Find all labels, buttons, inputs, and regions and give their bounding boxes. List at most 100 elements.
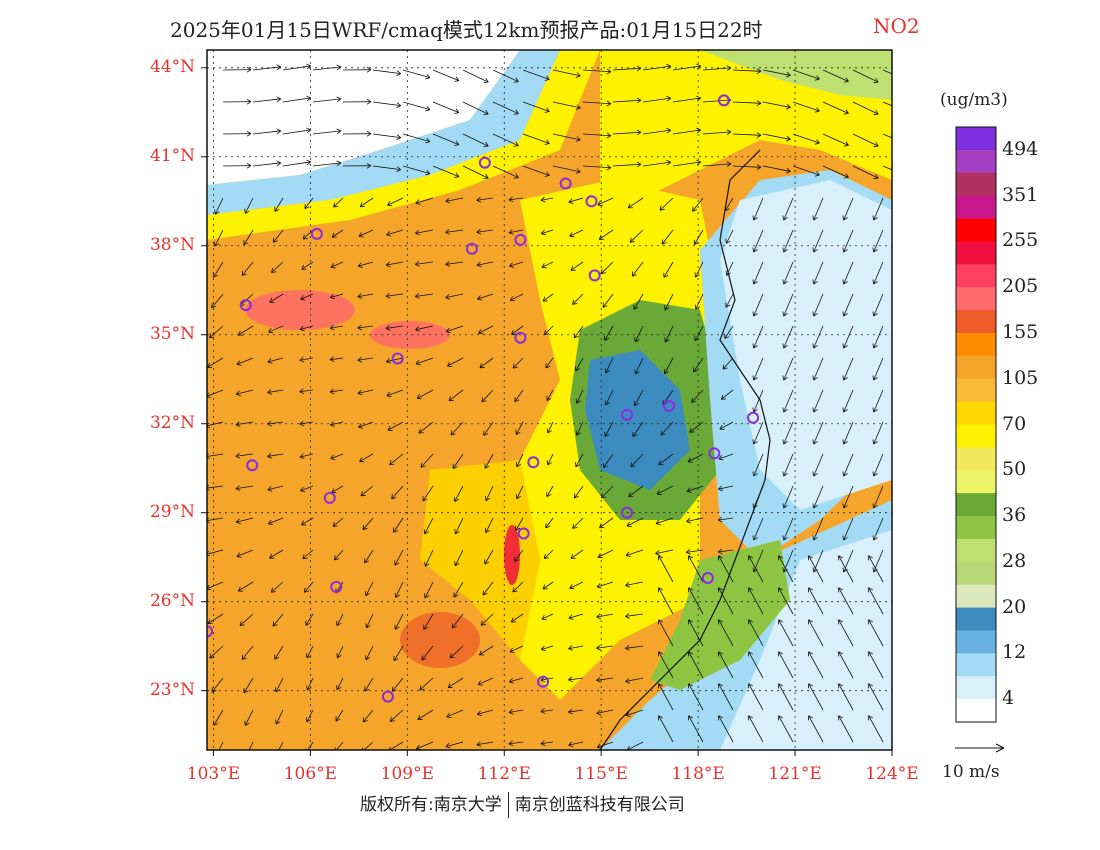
- wind-arrow: [545, 357, 554, 369]
- wind-arrow: [267, 485, 284, 491]
- wind-arrow: [515, 421, 524, 435]
- wind-arrow: [612, 131, 641, 135]
- wind-arrow: [478, 325, 494, 334]
- wind-arrowhead: [508, 740, 514, 747]
- colorbar-swatch: [956, 127, 996, 151]
- wind-arrow: [753, 293, 764, 317]
- wind-arrow: [686, 517, 704, 522]
- wind-arrow: [540, 709, 554, 713]
- wind-arrowhead: [445, 327, 451, 334]
- wind-arrow: [783, 485, 794, 509]
- wind-arrow: [445, 293, 464, 298]
- wind-arrowhead: [724, 206, 730, 212]
- wind-arrow: [868, 715, 884, 743]
- wind-arrowhead: [663, 272, 669, 278]
- wind-arrow: [596, 709, 614, 714]
- wind-arrow: [605, 389, 614, 406]
- wind-arrow: [395, 581, 404, 598]
- wind-arrowhead: [329, 388, 335, 395]
- wind-arrowhead: [336, 160, 342, 167]
- wind-reference-label: 10 m/s: [942, 762, 1000, 782]
- wind-arrow: [582, 133, 611, 137]
- field-clean-north: [207, 50, 520, 185]
- wind-arrow: [695, 261, 704, 278]
- wind-arrowhead: [842, 503, 848, 509]
- wind-arrowhead: [842, 471, 848, 477]
- wind-arrowhead: [478, 650, 485, 656]
- wind-arrowhead: [334, 555, 340, 561]
- wind-arrowhead: [423, 624, 429, 630]
- wind-arrowhead: [842, 311, 848, 317]
- wind-arrowhead: [544, 171, 550, 177]
- wind-arrow: [362, 709, 374, 723]
- wind-arrow: [252, 98, 281, 103]
- wind-arrowhead: [394, 560, 400, 566]
- wind-arrow: [822, 101, 849, 114]
- wind-arrow: [544, 325, 554, 336]
- wind-arrowhead: [842, 247, 848, 253]
- colorbar-tick-label: 50: [1002, 458, 1027, 481]
- wind-arrowhead: [568, 708, 573, 715]
- wind-arrow: [239, 613, 254, 626]
- wind-arrow: [626, 517, 644, 527]
- wind-arrowhead: [568, 614, 574, 620]
- wind-arrowhead: [483, 430, 489, 436]
- wind-arrow: [672, 161, 701, 167]
- wind-arrow: [838, 683, 854, 711]
- monitoring-site-marker: [708, 447, 721, 460]
- colorbar-swatch: [956, 332, 996, 357]
- wind-arrowhead: [747, 651, 753, 657]
- wind-arrowhead: [213, 272, 218, 278]
- wind-arrowhead: [544, 75, 550, 81]
- lon-tick-label: 118°E: [671, 764, 725, 784]
- wind-arrowhead: [717, 516, 723, 523]
- wind-arrowhead: [872, 567, 878, 573]
- wind-arrowhead: [425, 105, 431, 112]
- wind-arrowhead: [782, 279, 788, 285]
- wind-arrow: [748, 619, 764, 647]
- colorbar-swatch: [956, 401, 996, 425]
- wind-arrowhead: [415, 229, 420, 236]
- wind-arrowhead: [445, 229, 450, 235]
- colorbar-tick-label: 105: [1002, 366, 1039, 389]
- wind-arrow: [625, 613, 644, 617]
- wind-arrowhead: [272, 237, 278, 243]
- colorbar-swatch: [956, 607, 996, 631]
- wind-arrow: [762, 101, 791, 108]
- wind-arrow: [629, 229, 644, 243]
- wind-arrow: [838, 587, 854, 615]
- wind-arrow: [658, 453, 674, 466]
- wind-arrow: [452, 453, 464, 469]
- wind-arrow: [508, 197, 524, 201]
- wind-arrow: [423, 613, 434, 630]
- wind-arrowhead: [508, 196, 514, 203]
- wind-arrowhead: [782, 215, 788, 221]
- wind-arrowhead: [599, 523, 605, 529]
- wind-arrowhead: [658, 460, 664, 466]
- wind-arrow: [481, 389, 494, 403]
- wind-arrow: [462, 165, 489, 179]
- wind-arrowhead: [872, 407, 878, 413]
- lon-tick-label: 115°E: [574, 764, 628, 784]
- wind-arrow: [655, 549, 674, 554]
- wind-arrow: [402, 101, 431, 111]
- wind-arrow: [358, 421, 374, 428]
- wind-arrow: [724, 197, 734, 212]
- wind-arrow: [451, 613, 464, 629]
- wind-arrow: [385, 325, 404, 329]
- wind-arrowhead: [686, 517, 692, 524]
- wind-arrowhead: [812, 215, 818, 221]
- wind-arrow: [299, 453, 314, 458]
- wind-arrow: [573, 325, 584, 339]
- wind-arrowhead: [606, 132, 612, 139]
- wind-arrow: [813, 485, 824, 509]
- wind-arrowhead: [299, 356, 305, 363]
- wind-arrowhead: [336, 620, 342, 627]
- wind-arrow: [274, 197, 284, 212]
- wind-arrowhead: [445, 261, 450, 267]
- wind-arrowhead: [842, 407, 848, 413]
- wind-arrowhead: [687, 457, 693, 463]
- wind-arrowhead: [629, 237, 635, 243]
- wind-arrow: [596, 677, 614, 681]
- wind-arrow: [604, 325, 614, 341]
